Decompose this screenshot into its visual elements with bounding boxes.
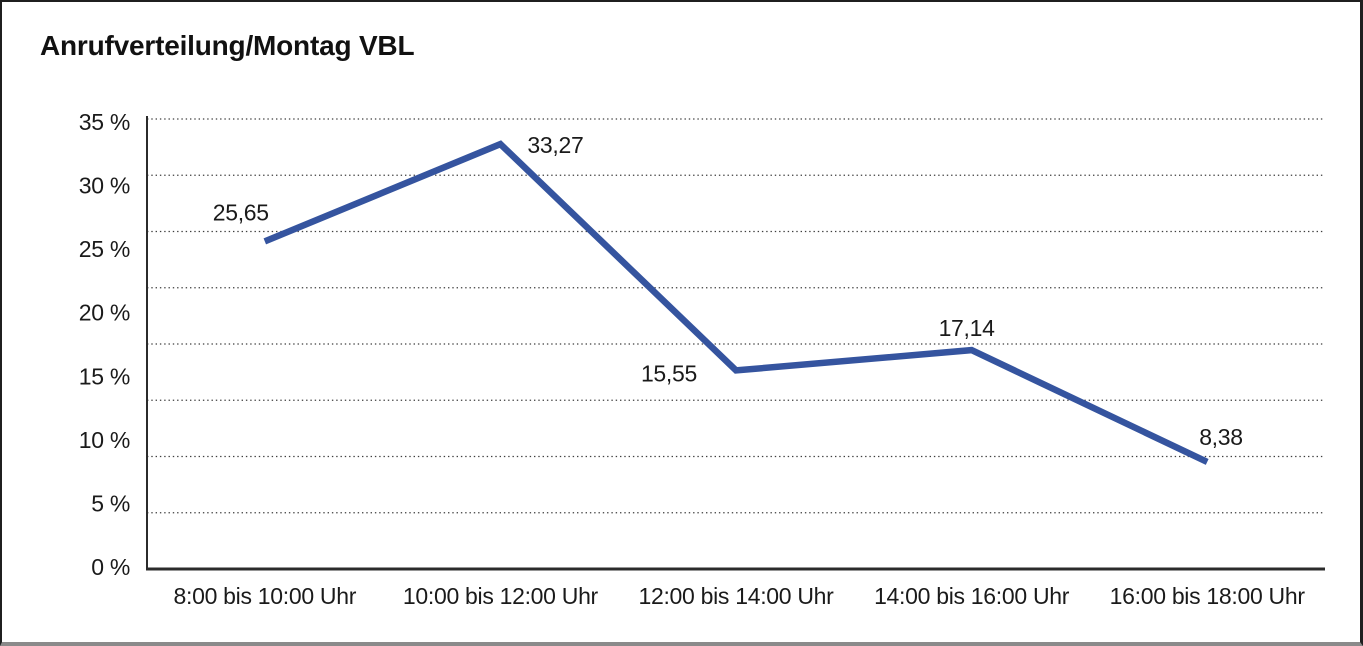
x-tick-label: 16:00 bis 18:00 Uhr: [1110, 583, 1306, 609]
data-point-label: 8,38: [1199, 424, 1243, 450]
data-point-label: 17,14: [939, 315, 996, 341]
y-tick-label: 35 %: [79, 109, 130, 135]
x-tick-label: 14:00 bis 16:00 Uhr: [874, 583, 1070, 609]
data-point-label: 33,27: [527, 132, 583, 158]
data-point-label: 15,55: [641, 360, 697, 386]
y-tick-label: 10 %: [79, 427, 130, 453]
y-tick-label: 15 %: [79, 363, 130, 389]
chart-title: Anrufverteilung/Montag VBL: [40, 30, 415, 61]
y-tick-label: 20 %: [79, 300, 130, 326]
y-tick-label: 25 %: [79, 236, 130, 262]
series-line: [263, 140, 1209, 465]
x-tick-label: 12:00 bis 14:00 Uhr: [638, 583, 834, 609]
x-tick-label: 8:00 bis 10:00 Uhr: [174, 583, 357, 609]
data-point-label: 25,65: [213, 199, 269, 225]
y-tick-label: 0 %: [91, 554, 130, 580]
x-tick-label: 10:00 bis 12:00 Uhr: [403, 583, 599, 609]
y-tick-label: 5 %: [91, 490, 130, 516]
y-tick-label: 30 %: [79, 173, 130, 199]
